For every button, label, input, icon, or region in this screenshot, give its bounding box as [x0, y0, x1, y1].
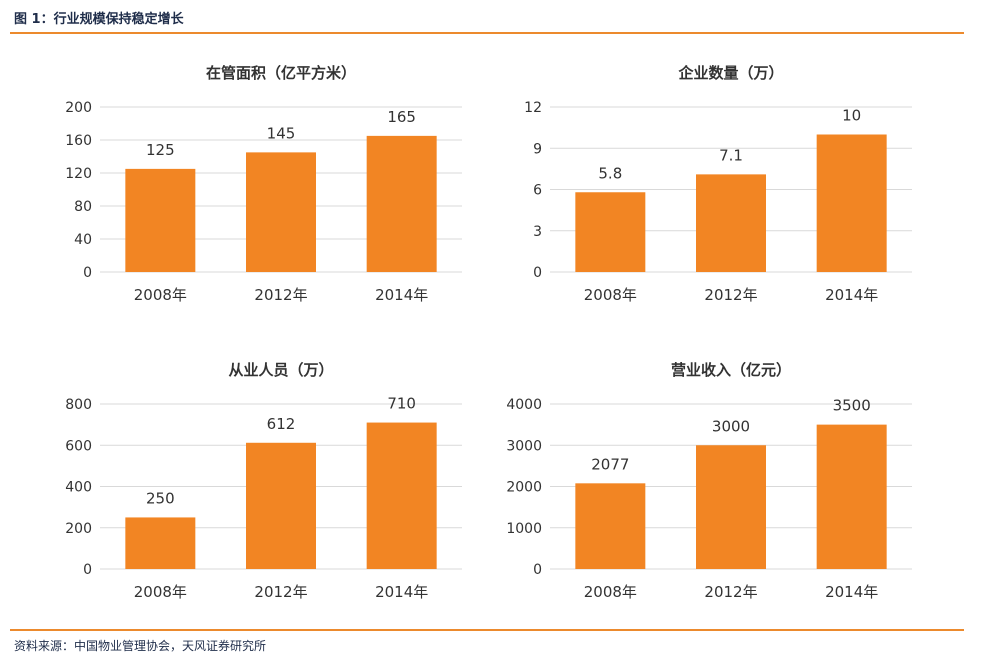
x-tick-label: 2008年 — [584, 583, 637, 601]
x-tick-label: 2008年 — [584, 286, 637, 304]
y-tick-label: 3 — [533, 224, 542, 240]
bar — [696, 445, 766, 569]
x-tick-label: 2008年 — [134, 286, 187, 304]
y-tick-label: 200 — [65, 521, 92, 537]
figure-title: 图 1：行业规模保持稳定增长 — [14, 12, 184, 27]
y-tick-label: 0 — [83, 265, 92, 281]
y-tick-label: 0 — [533, 265, 542, 281]
data-label: 7.1 — [719, 146, 743, 164]
bar — [125, 168, 196, 272]
x-tick-label: 2014年 — [375, 286, 428, 304]
data-label: 5.8 — [598, 164, 622, 182]
bar — [125, 517, 196, 569]
bottom-divider — [10, 629, 964, 631]
data-label: 2077 — [591, 455, 629, 473]
data-label: 250 — [146, 489, 175, 507]
chart-title: 在管面积（亿平方米） — [206, 64, 356, 82]
x-tick-label: 2012年 — [254, 583, 307, 601]
bar — [696, 174, 766, 272]
bar — [366, 135, 437, 272]
x-tick-label: 2012年 — [704, 286, 757, 304]
chart-title: 企业数量（万） — [677, 64, 783, 82]
data-label: 145 — [267, 124, 296, 142]
y-tick-label: 160 — [65, 133, 92, 149]
x-tick-label: 2014年 — [375, 583, 428, 601]
data-label: 3500 — [833, 397, 871, 415]
y-tick-label: 2000 — [506, 480, 542, 496]
data-label: 612 — [267, 415, 296, 433]
chart-title: 从业人员（万） — [228, 361, 333, 379]
data-label: 10 — [842, 107, 861, 125]
y-tick-label: 6 — [533, 183, 542, 199]
y-tick-label: 120 — [65, 166, 92, 182]
y-tick-label: 12 — [524, 100, 542, 116]
chart-revenue: 营业收入（亿元） 0 1000 2000 3000 4000 2077 2008年 3000 20… — [506, 361, 912, 601]
top-divider — [10, 32, 964, 34]
chart-employees: 从业人员（万） 0 200 400 600 800 250 2008年 612 2012年 710 2… — [65, 361, 462, 601]
x-tick-label: 2014年 — [825, 583, 878, 601]
bar — [816, 424, 887, 569]
y-tick-label: 4000 — [506, 397, 542, 413]
chart-title: 营业收入（亿元） — [671, 361, 791, 379]
y-tick-label: 0 — [533, 562, 542, 578]
bar — [246, 442, 316, 569]
bar — [575, 483, 646, 569]
y-tick-label: 800 — [65, 397, 92, 413]
y-tick-label: 80 — [74, 199, 92, 215]
y-tick-label: 200 — [65, 100, 92, 116]
bar — [575, 192, 646, 272]
x-tick-label: 2012年 — [704, 583, 757, 601]
chart-floor-area: 在管面积（亿平方米） 0 40 80 120 160 200 125 2008年 145 2012年… — [65, 64, 462, 304]
source-note: 资料来源：中国物业管理协会，天风证券研究所 — [14, 639, 267, 653]
x-tick-label: 2012年 — [254, 286, 307, 304]
bar — [816, 134, 887, 272]
chart-company-count: 企业数量（万） 0 3 6 9 12 5.8 2008年 7.1 2012年 10 2014年 — [524, 64, 912, 304]
bar — [366, 422, 437, 569]
data-label: 3000 — [712, 417, 750, 435]
y-tick-label: 0 — [83, 562, 92, 578]
data-label: 125 — [146, 141, 175, 159]
y-tick-label: 9 — [533, 141, 542, 157]
y-tick-label: 1000 — [506, 521, 542, 537]
y-tick-label: 600 — [65, 438, 92, 454]
data-label: 710 — [387, 395, 416, 413]
bar — [246, 152, 316, 272]
y-tick-label: 400 — [65, 480, 92, 496]
y-tick-label: 3000 — [506, 438, 542, 454]
x-tick-label: 2014年 — [825, 286, 878, 304]
x-tick-label: 2008年 — [134, 583, 187, 601]
y-tick-label: 40 — [74, 232, 92, 248]
data-label: 165 — [387, 108, 416, 126]
